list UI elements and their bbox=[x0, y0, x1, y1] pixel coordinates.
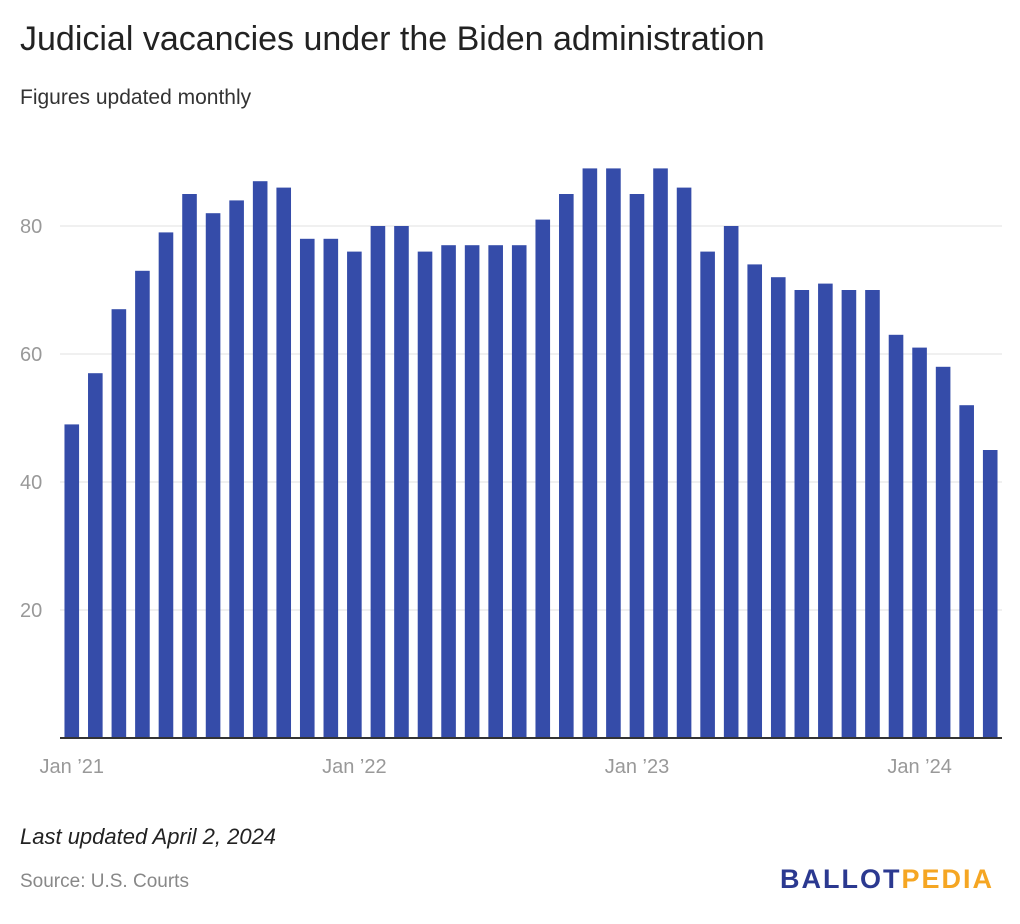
bar: Feb 2021: 57 bbox=[88, 373, 103, 738]
bar: May 2023: 80 bbox=[723, 226, 739, 738]
bar: Jul 2022: 77 bbox=[488, 245, 503, 738]
bar: Jul 2021: 82 bbox=[205, 213, 221, 738]
bar: Apr 2022: 76 bbox=[417, 251, 433, 738]
source-text: Source: U.S. Courts bbox=[20, 871, 189, 892]
bar: Nov 2021: 78 bbox=[299, 238, 315, 739]
bar: Sep 2023: 71 bbox=[818, 283, 833, 738]
bar: Nov 2023: 70 bbox=[865, 290, 880, 738]
ballotpedia-logo: BALLOTPEDIA bbox=[780, 864, 994, 895]
bar: Mar 2024: 52 bbox=[959, 405, 974, 738]
bar: Feb 2024: 58 bbox=[935, 366, 951, 738]
y-tick-label: 20 bbox=[20, 600, 42, 622]
bar: Oct 2023: 70 bbox=[841, 290, 857, 738]
bar: Sep 2021: 87 bbox=[252, 181, 268, 738]
bar: May 2022: 77 bbox=[441, 245, 456, 738]
bar: Apr 2023: 76 bbox=[700, 251, 715, 738]
y-tick-label: 80 bbox=[20, 216, 42, 238]
bar: Mar 2023: 86 bbox=[676, 187, 692, 739]
x-tick-label: Jan ’23 bbox=[605, 756, 670, 778]
bar: Jan 2021: 49 bbox=[64, 424, 80, 738]
bar: May 2021: 79 bbox=[158, 232, 174, 738]
bar: Apr 2021: 73 bbox=[135, 270, 150, 738]
bar: Jan 2024: 61 bbox=[912, 347, 927, 738]
x-tick-label: Jan ’24 bbox=[887, 756, 952, 778]
bar: Jul 2023: 72 bbox=[770, 277, 786, 738]
bar: Apr 2024: 45 bbox=[982, 450, 998, 738]
bar: Jun 2022: 77 bbox=[464, 245, 480, 738]
bar: Jan 2023: 85 bbox=[629, 194, 645, 738]
bar: Oct 2022: 85 bbox=[559, 194, 574, 738]
bar-chart: 20 40 60 80 Jan 2021: 49 Feb 2021: 57 Mar 2021… bbox=[20, 168, 1002, 778]
bar: Nov 2022: 89 bbox=[582, 168, 598, 738]
bar: Feb 2022: 80 bbox=[370, 226, 386, 738]
x-tick-label: Jan ’21 bbox=[40, 756, 105, 778]
bar: Dec 2022: 89 bbox=[606, 168, 621, 738]
bar: Aug 2022: 77 bbox=[511, 245, 527, 738]
y-tick-label: 60 bbox=[20, 344, 42, 366]
y-tick-label: 40 bbox=[20, 472, 42, 494]
bar: Mar 2022: 80 bbox=[394, 226, 409, 738]
bar: Jun 2023: 74 bbox=[747, 264, 763, 738]
bar: Dec 2021: 78 bbox=[323, 238, 339, 739]
logo-ballot: BALLOT bbox=[779, 864, 902, 894]
bar: Jun 2021: 85 bbox=[182, 194, 197, 738]
bar: Jan 2022: 76 bbox=[347, 251, 362, 738]
bar: Dec 2023: 63 bbox=[888, 334, 904, 738]
chart-title: Judicial vacancies under the Biden admin… bbox=[20, 20, 765, 58]
last-updated-note: Last updated April 2, 2024 bbox=[20, 824, 277, 849]
chart-subtitle: Figures updated monthly bbox=[20, 86, 252, 109]
bar: Sep 2022: 81 bbox=[535, 219, 551, 739]
bar: Feb 2023: 89 bbox=[653, 168, 668, 738]
x-tick-label: Jan ’22 bbox=[322, 756, 387, 778]
bar: Aug 2023: 70 bbox=[794, 290, 810, 738]
bar: Oct 2021: 86 bbox=[276, 187, 292, 739]
bar: Mar 2021: 67 bbox=[111, 309, 127, 738]
logo-pedia: PEDIA bbox=[901, 864, 994, 894]
bar: Aug 2021: 84 bbox=[229, 200, 244, 738]
